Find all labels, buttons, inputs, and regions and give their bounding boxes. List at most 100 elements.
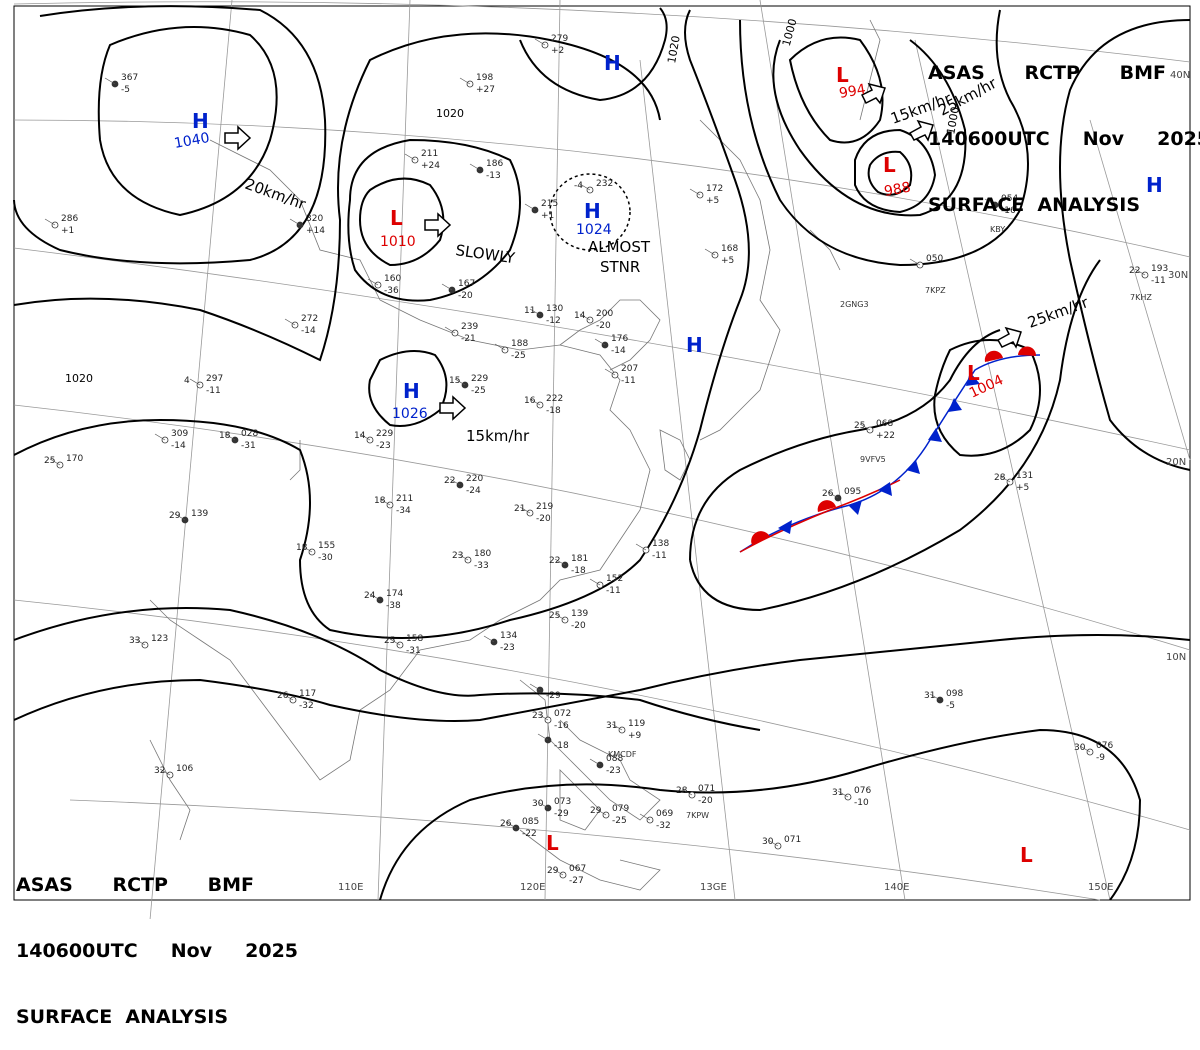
station-tendency: -24 (466, 486, 481, 496)
station-temp: 25 (854, 421, 865, 431)
station-tendency: -20 (536, 514, 551, 524)
station-tendency: -30 (318, 553, 333, 563)
station-plot: 22 220 -24 (444, 474, 483, 496)
station-plot: 15 229 -25 (449, 374, 488, 396)
station-pressure: 174 (386, 589, 403, 599)
latitude-labels: 40N 30N 20N 10N (1166, 70, 1190, 663)
station-plot: 26 095 (822, 487, 861, 502)
station-pressure: 188 (511, 339, 528, 349)
station-tendency: -33 (474, 561, 489, 571)
wind-barb (159, 768, 171, 776)
wind-barb (494, 343, 506, 351)
station-temp: 25 (44, 456, 55, 466)
station-pressure: 211 (396, 494, 413, 504)
station-pressure: 117 (299, 689, 316, 699)
header-bottom-line3: SURFACE ANALYSIS (16, 1006, 229, 1028)
station-code: KMCDF (608, 750, 637, 759)
station-plot: 088-23 (589, 754, 623, 776)
surface-analysis-map: 1020 1020 1020 1000 1000 (13, 0, 1191, 919)
isobar-label: 1000 (944, 106, 962, 136)
station-tendency: -20 (698, 796, 713, 806)
station-tendency: -21 (461, 334, 476, 344)
station-plot: 320+14 (289, 214, 325, 236)
station-pressure: 155 (318, 541, 335, 551)
station-tendency: -5 (121, 85, 130, 95)
station-tendency: -13 (486, 171, 501, 181)
station-pressure: 168 (721, 244, 738, 254)
motion-label: ALMOST (588, 238, 651, 256)
wind-barb (469, 163, 481, 171)
wind-barb (444, 326, 456, 334)
wind-barb (537, 733, 549, 741)
station-pressure: 229 (471, 374, 488, 384)
wind-barb (859, 423, 871, 431)
wind-barb (224, 433, 236, 441)
station-plot: 23 072 -16 (532, 709, 571, 731)
station-plot: 30 073 -29 (532, 797, 571, 819)
station-tendency: +2 (551, 46, 564, 56)
station-pressure: 200 (596, 309, 613, 319)
station-pressure: 076 (854, 786, 871, 796)
wind-barb (483, 635, 495, 643)
wind-barb (639, 813, 651, 821)
header-top-line3: SURFACE ANALYSIS (928, 194, 1141, 216)
motion-arrow (908, 119, 934, 142)
station-temp: 26 (500, 819, 512, 829)
wind-barb (529, 683, 541, 691)
station-tendency: -25 (612, 816, 627, 826)
low-center-value: 1010 (380, 234, 416, 250)
station-pressure: 130 (546, 304, 563, 314)
station-plot: 272-14 (284, 314, 318, 336)
station-pressure: 119 (628, 719, 645, 729)
station-pressure: 071 (698, 784, 715, 794)
station-pressure: 167 (458, 279, 475, 289)
wind-barb (554, 613, 566, 621)
isobar-labels: 1020 1020 1020 1000 1000 (65, 17, 962, 385)
wind-barb (984, 198, 996, 206)
station-plot: 168+5 (704, 244, 738, 266)
station-plot: 28 071 -20 (676, 784, 715, 806)
station-pressure: 071 (784, 835, 801, 845)
station-pressure: 279 (551, 34, 568, 44)
station-tendency: -25 (511, 351, 526, 361)
station-pressure: 219 (536, 502, 553, 512)
station-tendency: -11 (1151, 276, 1166, 286)
station-tendency: -14 (301, 326, 316, 336)
station-pressure: 186 (486, 159, 503, 169)
station-tendency: -23 (376, 441, 391, 451)
station-tendency: -27 (569, 876, 584, 886)
motion-arrows (224, 82, 1022, 421)
station-plot: -18 (537, 733, 569, 751)
station-pressure: 095 (844, 487, 861, 497)
station-pressure: 176 (611, 334, 628, 344)
station-tendency: -29 (546, 691, 561, 701)
wind-barb (534, 38, 546, 46)
station-plot: 211+24 (404, 149, 440, 171)
wind-barb (459, 77, 471, 85)
station-temp: 31 (606, 721, 617, 731)
wind-barb (104, 77, 116, 85)
station-temp: 28 (994, 473, 1006, 483)
wind-barb (529, 398, 541, 406)
low-center-value: 988 (883, 180, 912, 200)
station-tendency: -16 (554, 721, 569, 731)
station-pressure: 139 (191, 509, 208, 519)
station-pressure: 098 (946, 689, 963, 699)
station-temp: 26 (822, 489, 834, 499)
wind-barb (554, 558, 566, 566)
station-plot: 26 085 -22 (500, 817, 539, 839)
high-center-letter: H (584, 199, 601, 223)
station-pressure: 222 (546, 394, 563, 404)
station-plot: 16 222 -18 (524, 394, 563, 416)
station-pressure: 068 (876, 419, 893, 429)
wind-barb (154, 433, 166, 441)
station-tendency: -18 (554, 741, 569, 751)
station-pressure: 123 (151, 634, 168, 644)
station-temp: 23 (452, 551, 463, 561)
station-tendency: -29 (554, 809, 569, 819)
wind-barb (837, 790, 849, 798)
station-pressure: 207 (621, 364, 638, 374)
station-tendency: -31 (406, 646, 421, 656)
wind-barb (579, 183, 591, 191)
wind-barb (529, 308, 541, 316)
